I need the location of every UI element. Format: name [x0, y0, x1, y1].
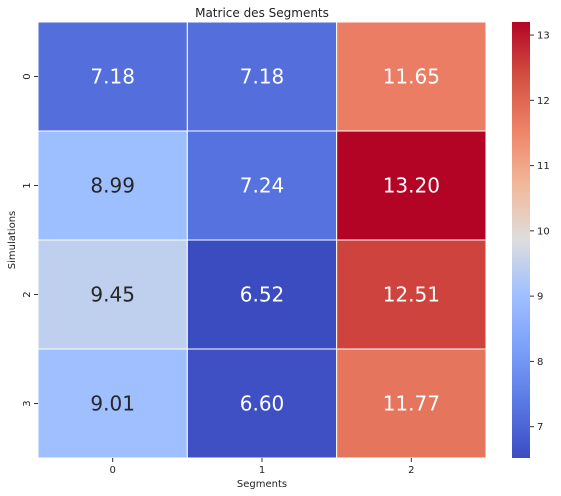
cell-value-label: 9.01 — [90, 392, 135, 416]
heatmap-cells: 7.18 7.18 11.65 8.99 7.24 13.20 9.45 6.52 12.51 9… — [37, 21, 487, 459]
y-tick-label: 0 — [22, 73, 33, 79]
cell-value-label: 7.18 — [90, 65, 135, 89]
cell-value-label: 7.24 — [240, 174, 285, 198]
heatmap-cell — [336, 130, 487, 241]
cell-value-label: 13.20 — [383, 174, 440, 198]
x-axis-label: Segments — [237, 479, 287, 490]
cell-value-label: 11.65 — [383, 65, 440, 89]
x-tick-label: 0 — [109, 465, 115, 476]
y-tick-label: 3 — [22, 400, 33, 406]
cell-value-label: 8.99 — [90, 174, 135, 198]
heatmap-cell — [336, 348, 487, 459]
heatmap-cell — [186, 130, 338, 241]
colorbar — [512, 22, 530, 458]
x-tick-label: 2 — [408, 465, 414, 476]
cell-value-label: 6.52 — [240, 283, 285, 307]
colorbar-tick-label: 12 — [537, 96, 550, 107]
heatmap-cell — [37, 130, 188, 241]
colorbar-tick-label: 13 — [537, 31, 550, 42]
cell-value-label: 7.18 — [240, 65, 285, 89]
colorbar-tick-label: 10 — [537, 226, 550, 237]
cell-value-label: 6.60 — [240, 392, 285, 416]
heatmap-cell — [37, 348, 188, 459]
cell-value-label: 11.77 — [383, 392, 440, 416]
chart-title: Matrice des Segments — [195, 6, 329, 20]
cell-value-label: 9.45 — [90, 283, 135, 307]
x-axis-ticks: 0 1 2 — [109, 458, 415, 476]
colorbar-tick-label: 11 — [537, 161, 550, 172]
x-tick-label: 1 — [259, 465, 265, 476]
cell-value-label: 12.51 — [383, 283, 440, 307]
heatmap-cell — [186, 21, 338, 132]
y-axis-label: Simulations — [7, 211, 18, 269]
colorbar-tick-label: 7 — [537, 422, 543, 433]
colorbar-ticks: 7 8 9 10 11 12 13 — [530, 31, 550, 433]
y-axis-ticks: 0 1 2 3 — [22, 73, 38, 407]
colorbar-tick-label: 9 — [537, 292, 543, 303]
colorbar-tick-label: 8 — [537, 357, 543, 368]
y-tick-label: 2 — [22, 291, 33, 297]
heatmap-cell — [186, 239, 338, 350]
heatmap-cell — [336, 21, 487, 132]
y-tick-label: 1 — [22, 182, 33, 188]
heatmap-cell — [37, 21, 188, 132]
